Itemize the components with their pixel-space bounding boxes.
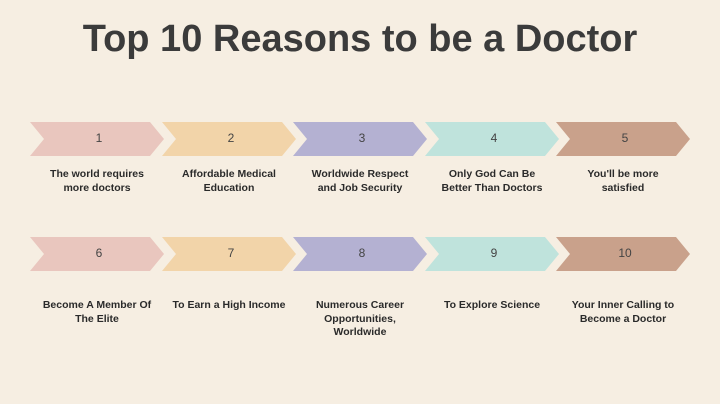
step-number: 3 — [359, 131, 366, 145]
step-number: 10 — [618, 246, 632, 260]
step-number: 8 — [359, 246, 366, 260]
step-text: Become A Member Of The Elite — [42, 299, 152, 325]
step-number: 1 — [96, 131, 103, 145]
step-number: 9 — [491, 246, 498, 260]
step-text: Your Inner Calling to Become a Doctor — [571, 299, 675, 325]
arrow — [162, 237, 296, 271]
arrow — [293, 237, 427, 271]
arrow — [293, 122, 427, 156]
arrow — [30, 237, 164, 271]
step-text: To Earn a High Income — [172, 299, 286, 311]
step-number: 6 — [96, 246, 103, 260]
step-number: 5 — [622, 131, 629, 145]
arrow — [556, 122, 690, 156]
step-text: To Explore Science — [443, 299, 541, 311]
step-text: Only God Can Be Better Than Doctors — [441, 168, 543, 194]
step-text: Worldwide Respect and Job Security — [311, 168, 409, 194]
step-text: Numerous Career Opportunities, Worldwide — [315, 299, 405, 338]
arrow — [425, 122, 559, 156]
step-number: 4 — [491, 131, 498, 145]
step-number: 7 — [228, 246, 235, 260]
step-text: You'll be more satisfied — [587, 168, 659, 194]
step-text: The world requires more doctors — [50, 168, 144, 194]
arrow — [162, 122, 296, 156]
step-text: Affordable Medical Education — [182, 168, 276, 194]
arrow — [425, 237, 559, 271]
arrow — [556, 237, 690, 271]
title: Top 10 Reasons to be a Doctor — [82, 18, 638, 60]
step-number: 2 — [228, 131, 235, 145]
arrow — [30, 122, 164, 156]
